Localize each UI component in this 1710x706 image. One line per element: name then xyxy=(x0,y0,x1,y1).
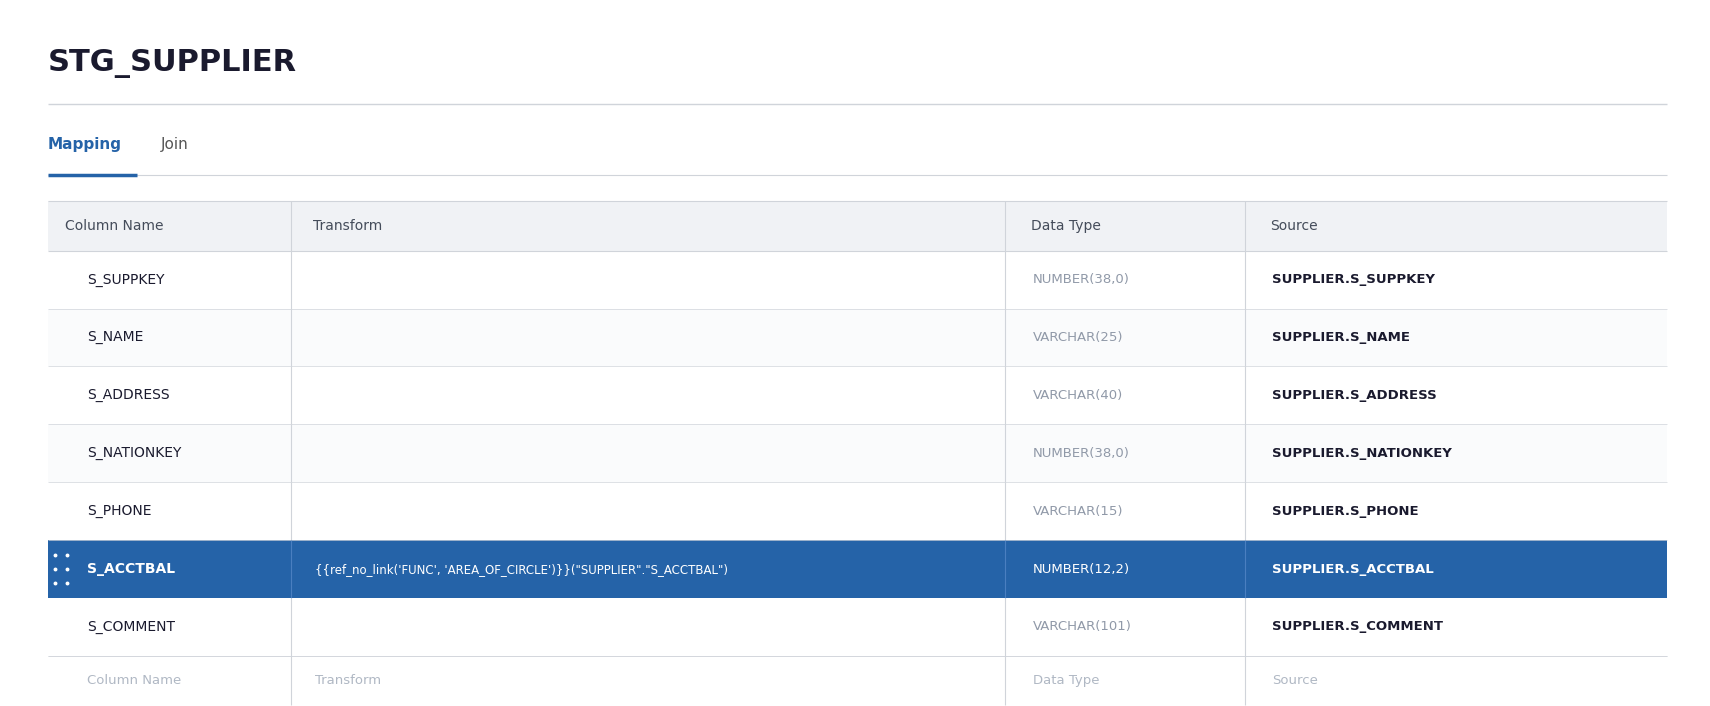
Text: {{ref_no_link('FUNC', 'AREA_OF_CIRCLE')}}("SUPPLIER"."S_ACCTBAL"): {{ref_no_link('FUNC', 'AREA_OF_CIRCLE')}… xyxy=(315,563,728,575)
Text: VARCHAR(25): VARCHAR(25) xyxy=(1033,331,1123,344)
Text: SUPPLIER.S_PHONE: SUPPLIER.S_PHONE xyxy=(1272,505,1419,517)
Text: SUPPLIER.S_COMMENT: SUPPLIER.S_COMMENT xyxy=(1272,621,1443,633)
Text: SUPPLIER.S_NATIONKEY: SUPPLIER.S_NATIONKEY xyxy=(1272,447,1452,460)
Text: Source: Source xyxy=(1272,674,1318,687)
Text: S_ADDRESS: S_ADDRESS xyxy=(87,388,169,402)
Text: Data Type: Data Type xyxy=(1031,219,1101,233)
Text: S_ACCTBAL: S_ACCTBAL xyxy=(87,562,176,576)
FancyBboxPatch shape xyxy=(48,424,1667,482)
Text: Source: Source xyxy=(1271,219,1318,233)
Text: S_SUPPKEY: S_SUPPKEY xyxy=(87,273,164,287)
Text: SUPPLIER.S_SUPPKEY: SUPPLIER.S_SUPPKEY xyxy=(1272,273,1435,286)
Text: Column Name: Column Name xyxy=(65,219,164,233)
Text: STG_SUPPLIER: STG_SUPPLIER xyxy=(48,49,298,78)
Text: Join: Join xyxy=(161,137,188,152)
Text: Data Type: Data Type xyxy=(1033,674,1100,687)
Text: S_COMMENT: S_COMMENT xyxy=(87,620,174,634)
Text: NUMBER(38,0): NUMBER(38,0) xyxy=(1033,273,1130,286)
Text: SUPPLIER.S_ADDRESS: SUPPLIER.S_ADDRESS xyxy=(1272,389,1436,402)
Text: VARCHAR(40): VARCHAR(40) xyxy=(1033,389,1123,402)
Text: Mapping: Mapping xyxy=(48,137,121,152)
Text: Column Name: Column Name xyxy=(87,674,181,687)
FancyBboxPatch shape xyxy=(48,309,1667,366)
Text: VARCHAR(101): VARCHAR(101) xyxy=(1033,621,1132,633)
FancyBboxPatch shape xyxy=(48,366,1667,424)
Text: Transform: Transform xyxy=(315,674,381,687)
Text: NUMBER(38,0): NUMBER(38,0) xyxy=(1033,447,1130,460)
Text: S_NATIONKEY: S_NATIONKEY xyxy=(87,446,181,460)
FancyBboxPatch shape xyxy=(48,201,1667,251)
Text: Transform: Transform xyxy=(313,219,381,233)
Text: SUPPLIER.S_NAME: SUPPLIER.S_NAME xyxy=(1272,331,1411,344)
Text: VARCHAR(15): VARCHAR(15) xyxy=(1033,505,1123,517)
Text: SUPPLIER.S_ACCTBAL: SUPPLIER.S_ACCTBAL xyxy=(1272,563,1435,575)
FancyBboxPatch shape xyxy=(48,656,1667,705)
FancyBboxPatch shape xyxy=(48,482,1667,540)
Text: S_PHONE: S_PHONE xyxy=(87,504,152,518)
FancyBboxPatch shape xyxy=(48,251,1667,309)
FancyBboxPatch shape xyxy=(48,598,1667,656)
FancyBboxPatch shape xyxy=(48,540,1667,598)
Text: NUMBER(12,2): NUMBER(12,2) xyxy=(1033,563,1130,575)
Text: S_NAME: S_NAME xyxy=(87,330,144,345)
